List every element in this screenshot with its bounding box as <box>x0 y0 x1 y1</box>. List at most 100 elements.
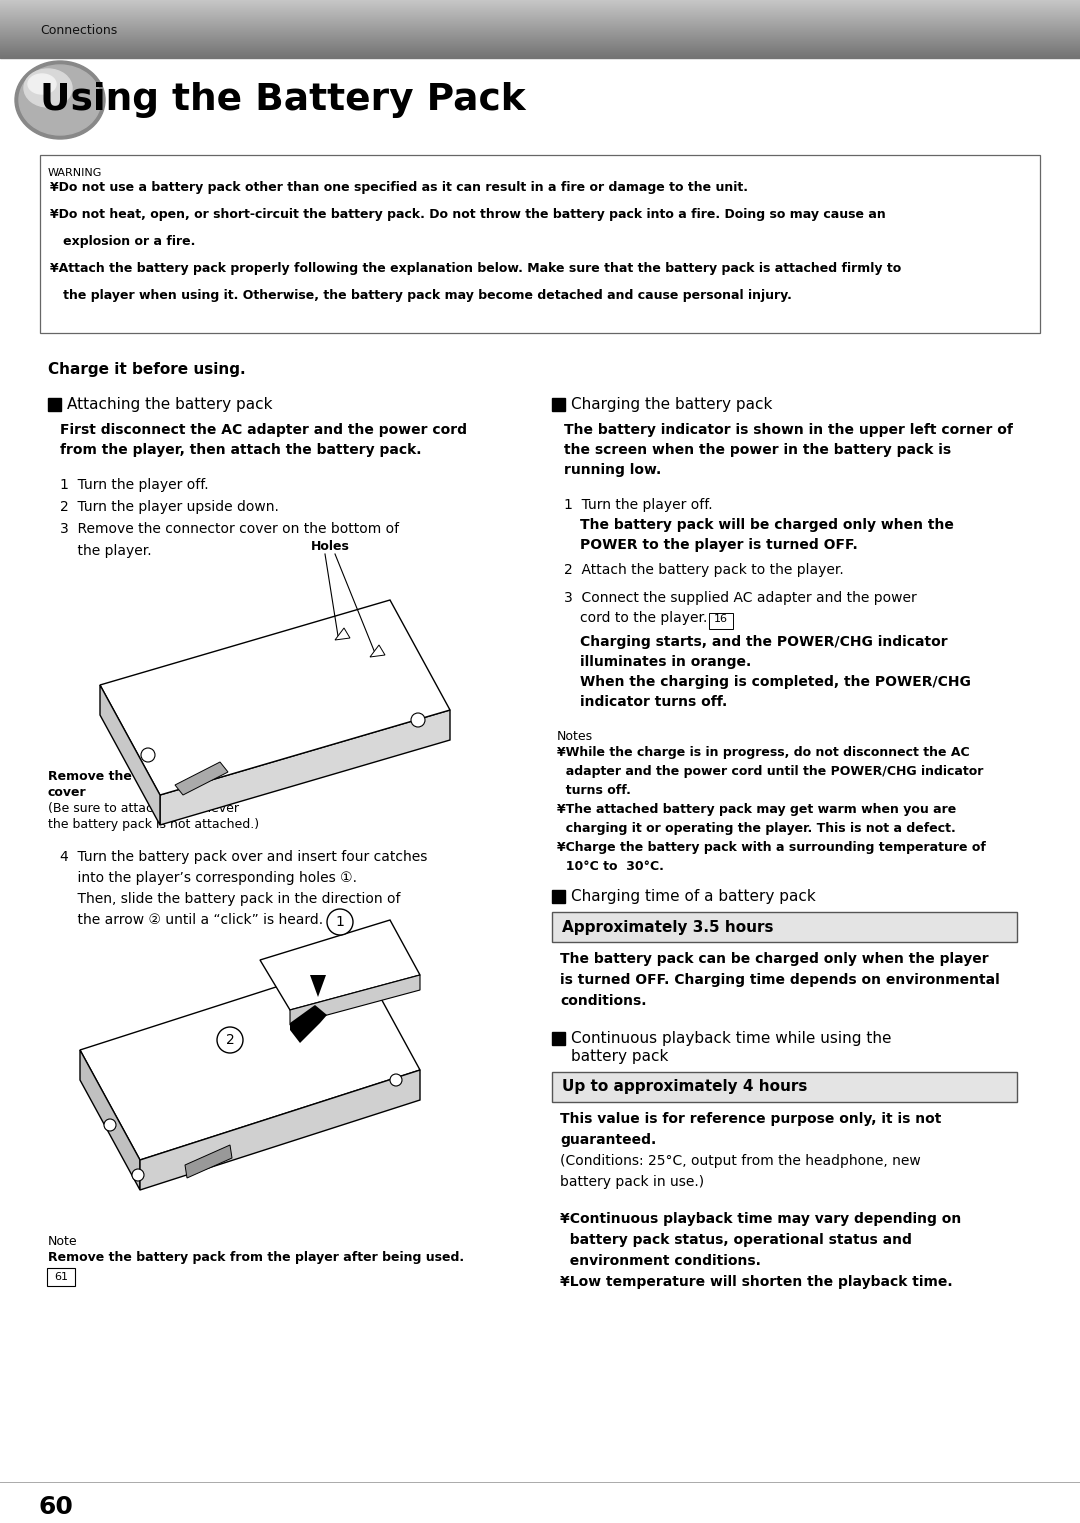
Text: illuminates in orange.: illuminates in orange. <box>580 655 752 669</box>
Text: adapter and the power cord until the POWER/CHG indicator: adapter and the power cord until the POW… <box>557 765 984 778</box>
Polygon shape <box>100 685 160 825</box>
Ellipse shape <box>28 75 56 94</box>
Bar <box>552 1033 565 1045</box>
Text: The battery pack will be charged only when the: The battery pack will be charged only wh… <box>580 518 954 532</box>
Text: Connections: Connections <box>40 23 118 37</box>
Polygon shape <box>291 1005 327 1043</box>
Text: ¥Do not heat, open, or short-circuit the battery pack. Do not throw the battery : ¥Do not heat, open, or short-circuit the… <box>50 209 886 221</box>
FancyBboxPatch shape <box>40 155 1040 334</box>
Text: ¥While the charge is in progress, do not disconnect the AC: ¥While the charge is in progress, do not… <box>557 746 970 758</box>
Text: When the charging is completed, the POWER/CHG: When the charging is completed, the POWE… <box>580 675 971 688</box>
Text: the player when using it. Otherwise, the battery pack may become detached and ca: the player when using it. Otherwise, the… <box>50 289 792 302</box>
Text: Then, slide the battery pack in the direction of: Then, slide the battery pack in the dire… <box>60 892 401 906</box>
Text: Attaching the battery pack: Attaching the battery pack <box>67 398 272 413</box>
Text: from the player, then attach the battery pack.: from the player, then attach the battery… <box>60 443 421 457</box>
Text: the battery pack is not attached.): the battery pack is not attached.) <box>48 818 259 832</box>
Text: This value is for reference purpose only, it is not: This value is for reference purpose only… <box>561 1112 942 1125</box>
Text: Charging the battery pack: Charging the battery pack <box>571 398 772 413</box>
Circle shape <box>411 713 426 726</box>
Polygon shape <box>80 959 420 1161</box>
Text: cover: cover <box>48 786 86 800</box>
Text: Notes: Notes <box>557 730 593 743</box>
Circle shape <box>327 909 353 935</box>
Text: ¥Low temperature will shorten the playback time.: ¥Low temperature will shorten the playba… <box>561 1275 953 1288</box>
Polygon shape <box>335 627 350 640</box>
Text: Approximately 3.5 hours: Approximately 3.5 hours <box>562 920 773 935</box>
Text: Remove the connector: Remove the connector <box>48 771 206 783</box>
Text: Using the Battery Pack: Using the Battery Pack <box>40 82 526 117</box>
Text: 10°C to  30°C.: 10°C to 30°C. <box>557 860 664 873</box>
Text: battery pack in use.): battery pack in use.) <box>561 1176 704 1189</box>
Text: environment conditions.: environment conditions. <box>561 1253 761 1269</box>
Text: ¥Attach the battery pack properly following the explanation below. Make sure tha: ¥Attach the battery pack properly follow… <box>50 262 901 276</box>
Text: conditions.: conditions. <box>561 995 647 1008</box>
Text: running low.: running low. <box>564 463 661 477</box>
Text: Charging time of a battery pack: Charging time of a battery pack <box>571 889 815 905</box>
Ellipse shape <box>24 69 72 107</box>
Text: the screen when the power in the battery pack is: the screen when the power in the battery… <box>564 443 951 457</box>
Text: ¥The attached battery pack may get warm when you are: ¥The attached battery pack may get warm … <box>557 803 956 816</box>
Circle shape <box>104 1119 116 1132</box>
Text: the arrow ② until a “click” is heard.: the arrow ② until a “click” is heard. <box>60 912 323 928</box>
Text: 60: 60 <box>38 1496 72 1518</box>
Text: is turned OFF. Charging time depends on environmental: is turned OFF. Charging time depends on … <box>561 973 1000 987</box>
Polygon shape <box>370 646 384 656</box>
Text: charging it or operating the player. This is not a defect.: charging it or operating the player. Thi… <box>557 822 956 835</box>
Text: 61: 61 <box>54 1272 68 1282</box>
Ellipse shape <box>19 65 102 136</box>
Text: battery pack status, operational status and: battery pack status, operational status … <box>561 1234 912 1247</box>
Text: Remove the battery pack from the player after being used.: Remove the battery pack from the player … <box>48 1250 464 1264</box>
FancyBboxPatch shape <box>708 612 733 629</box>
Text: (Be sure to attach it whenever: (Be sure to attach it whenever <box>48 803 239 815</box>
Text: The battery indicator is shown in the upper left corner of: The battery indicator is shown in the up… <box>564 423 1013 437</box>
Polygon shape <box>100 600 450 795</box>
Text: ¥Do not use a battery pack other than one specified as it can result in a fire o: ¥Do not use a battery pack other than on… <box>50 181 748 193</box>
Circle shape <box>132 1170 144 1180</box>
Polygon shape <box>291 975 420 1025</box>
Text: into the player’s corresponding holes ①.: into the player’s corresponding holes ①. <box>60 871 357 885</box>
Polygon shape <box>140 1071 420 1189</box>
Text: the player.: the player. <box>60 544 151 557</box>
Text: POWER to the player is turned OFF.: POWER to the player is turned OFF. <box>580 538 858 551</box>
Bar <box>552 889 565 903</box>
Text: 2: 2 <box>226 1033 234 1046</box>
Circle shape <box>141 748 156 762</box>
Text: Charging starts, and the POWER/CHG indicator: Charging starts, and the POWER/CHG indic… <box>580 635 947 649</box>
Text: Holes: Holes <box>311 541 350 553</box>
Text: ¥Continuous playback time may vary depending on: ¥Continuous playback time may vary depen… <box>561 1212 961 1226</box>
FancyBboxPatch shape <box>552 1072 1017 1103</box>
Ellipse shape <box>15 61 105 139</box>
Text: 1  Turn the player off.: 1 Turn the player off. <box>60 478 208 492</box>
Text: battery pack: battery pack <box>571 1049 669 1065</box>
Circle shape <box>390 1074 402 1086</box>
FancyBboxPatch shape <box>48 1269 75 1285</box>
Text: ¥Charge the battery pack with a surrounding temperature of: ¥Charge the battery pack with a surround… <box>557 841 986 854</box>
Text: 2  Attach the battery pack to the player.: 2 Attach the battery pack to the player. <box>564 564 843 577</box>
Text: 2  Turn the player upside down.: 2 Turn the player upside down. <box>60 500 279 513</box>
Text: 1: 1 <box>336 915 345 929</box>
Circle shape <box>217 1027 243 1052</box>
Text: WARNING: WARNING <box>48 168 103 178</box>
Text: cord to the player.: cord to the player. <box>580 611 707 624</box>
Polygon shape <box>80 1049 140 1189</box>
Polygon shape <box>175 762 228 795</box>
Text: Charge it before using.: Charge it before using. <box>48 362 245 378</box>
Text: 4  Turn the battery pack over and insert four catches: 4 Turn the battery pack over and insert … <box>60 850 428 864</box>
Polygon shape <box>310 975 326 998</box>
Polygon shape <box>185 1145 232 1177</box>
Text: turns off.: turns off. <box>557 784 631 797</box>
FancyBboxPatch shape <box>552 912 1017 943</box>
Text: 1  Turn the player off.: 1 Turn the player off. <box>564 498 713 512</box>
Text: Continuous playback time while using the: Continuous playback time while using the <box>571 1031 891 1046</box>
Text: Up to approximately 4 hours: Up to approximately 4 hours <box>562 1080 808 1095</box>
Text: The battery pack can be charged only when the player: The battery pack can be charged only whe… <box>561 952 988 966</box>
Text: 16: 16 <box>714 614 728 624</box>
Text: (Conditions: 25°C, output from the headphone, new: (Conditions: 25°C, output from the headp… <box>561 1154 921 1168</box>
Text: 3  Connect the supplied AC adapter and the power: 3 Connect the supplied AC adapter and th… <box>564 591 917 605</box>
Bar <box>48 398 60 411</box>
Text: guaranteed.: guaranteed. <box>561 1133 657 1147</box>
Text: First disconnect the AC adapter and the power cord: First disconnect the AC adapter and the … <box>60 423 467 437</box>
Polygon shape <box>260 920 420 1010</box>
Text: indicator turns off.: indicator turns off. <box>580 694 727 710</box>
Text: 3  Remove the connector cover on the bottom of: 3 Remove the connector cover on the bott… <box>60 522 400 536</box>
